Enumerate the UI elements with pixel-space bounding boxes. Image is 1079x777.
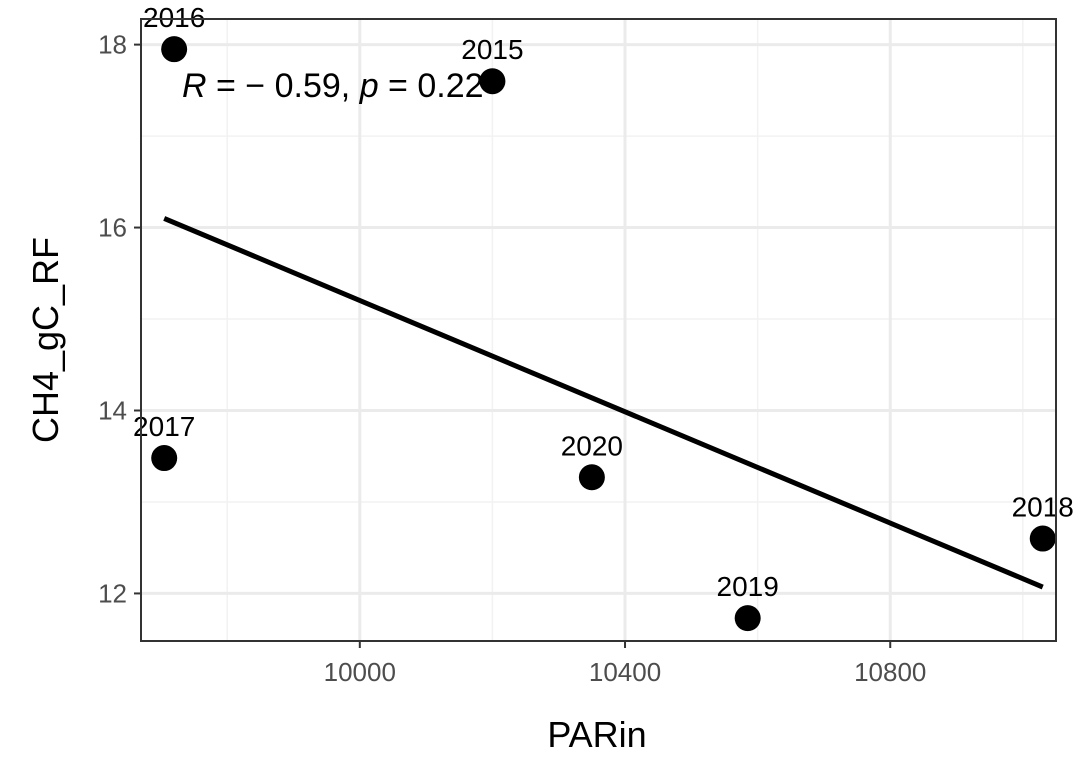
- point-label-2019: 2019: [717, 571, 779, 602]
- data-point-2016: [161, 36, 188, 63]
- data-point-2017: [151, 445, 178, 472]
- point-label-2020: 2020: [561, 430, 623, 461]
- x-tick-label: 10400: [589, 657, 661, 687]
- r-symbol: R: [182, 67, 207, 105]
- major-gridlines: [141, 19, 1056, 641]
- point-label-2017: 2017: [133, 411, 195, 442]
- regression-layer: [163, 216, 1044, 590]
- point-labels-layer: 2016 2015 2017 2020 2019 2018: [133, 2, 1074, 602]
- y-axis: 12 14 16 18: [98, 30, 141, 608]
- point-label-2018: 2018: [1012, 492, 1074, 523]
- x-tick-label: 10800: [854, 657, 926, 687]
- data-point-2018: [1029, 525, 1056, 552]
- y-tick-label: 18: [98, 30, 127, 60]
- point-label-2016: 2016: [143, 2, 205, 33]
- y-tick-label: 16: [98, 213, 127, 243]
- data-point-2019: [734, 605, 761, 632]
- p-symbol: p: [359, 67, 379, 105]
- x-axis-title: PARin: [547, 714, 646, 755]
- regression-line: [163, 216, 1044, 590]
- r-value-text: = − 0.59,: [207, 67, 360, 105]
- p-value-text: = 0.22: [379, 67, 484, 105]
- correlation-annotation: R = − 0.59, p = 0.22: [182, 67, 484, 105]
- points-layer: [151, 36, 1056, 632]
- data-point-2015: [479, 68, 506, 95]
- y-axis-title: CH4_gC_RF: [25, 237, 66, 443]
- data-point-2020: [578, 464, 605, 491]
- x-tick-label: 10000: [324, 657, 396, 687]
- panel-border: [140, 18, 1057, 642]
- y-tick-label: 12: [98, 578, 127, 608]
- point-label-2015: 2015: [461, 34, 523, 65]
- x-axis: 10000 10400 10800: [324, 641, 926, 687]
- y-tick-label: 14: [98, 395, 127, 425]
- minor-gridlines: [141, 19, 1056, 641]
